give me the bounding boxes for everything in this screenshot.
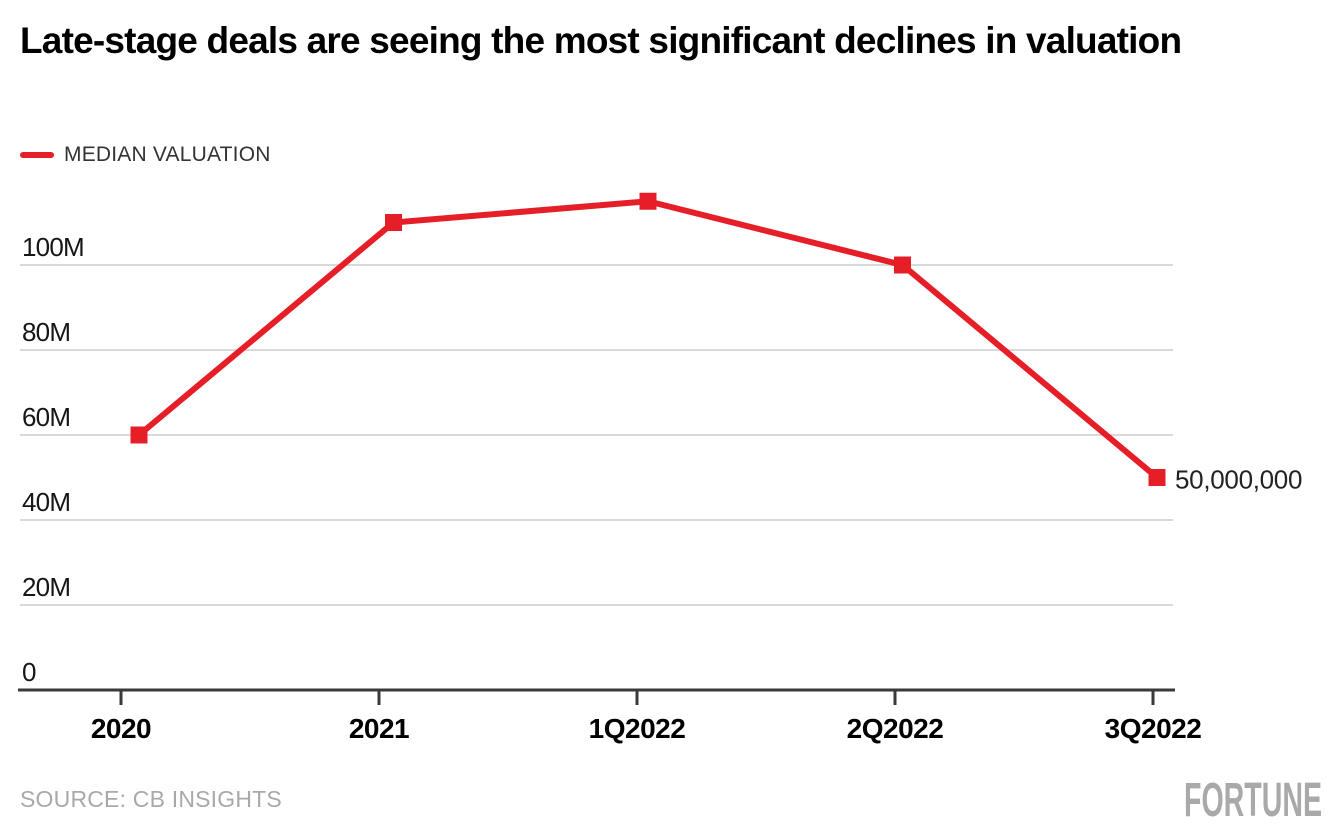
fortune-logo: FORTUNE: [1184, 779, 1322, 821]
x-axis-label: 2020: [91, 713, 151, 744]
median-valuation-line: [137, 198, 1159, 480]
source-credit: SOURCE: CB INSIGHTS: [20, 786, 282, 812]
data-point-marker: [639, 192, 657, 210]
legend-label: MEDIAN VALUATION: [64, 143, 271, 166]
legend-line-swatch: [20, 152, 54, 158]
data-point-marker: [130, 426, 148, 444]
x-axis-label: 2021: [349, 713, 409, 744]
y-axis-label: 40M: [22, 487, 70, 517]
data-point-marker: [385, 214, 402, 231]
data-point-marker: [894, 256, 911, 274]
fortune-logo-text: FORTUNE: [1184, 779, 1322, 821]
data-point-marker: [1148, 469, 1166, 486]
y-axis-label: 60M: [22, 402, 70, 432]
y-axis-label: 20M: [22, 572, 70, 602]
legend: MEDIAN VALUATION: [20, 143, 271, 167]
chart-title: Late-stage deals are seeing the most sig…: [20, 20, 1182, 61]
y-axis-label: 80M: [22, 317, 70, 347]
x-axis-label: 2Q2022: [847, 713, 944, 744]
data-point-value-label: 50,000,000: [1175, 465, 1302, 495]
y-axis-label: 0: [22, 657, 36, 687]
x-axis-label: 1Q2022: [589, 713, 686, 744]
y-axis-label: 100M: [22, 232, 84, 262]
x-axis-label: 3Q2022: [1105, 713, 1202, 744]
